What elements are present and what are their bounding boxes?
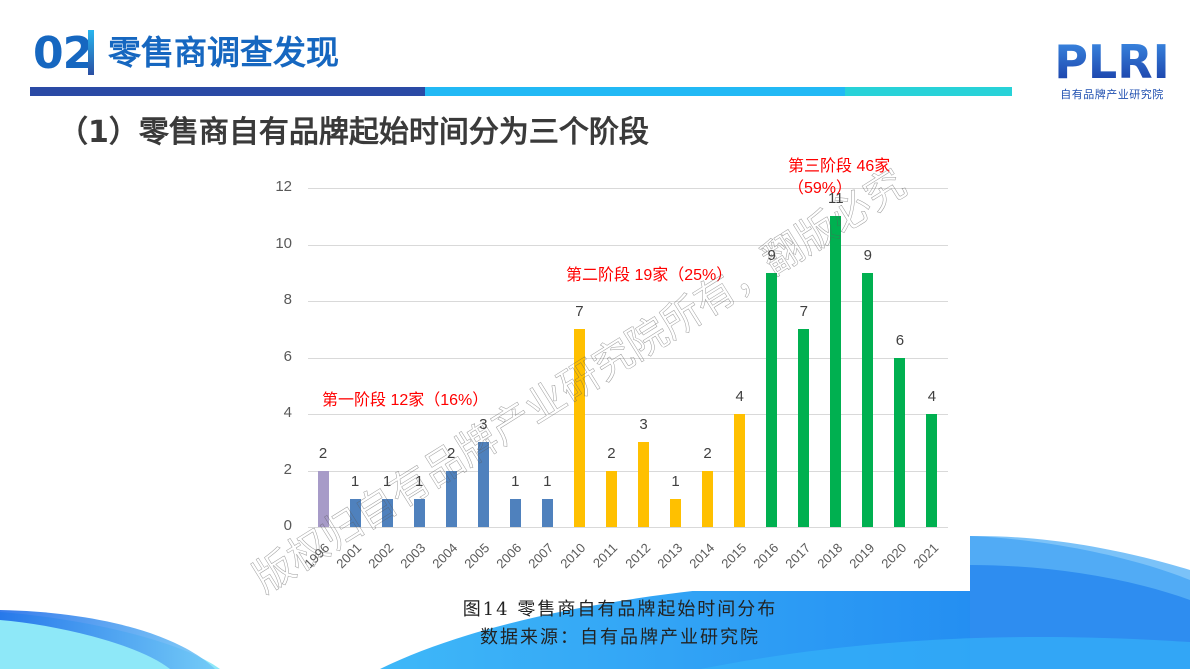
value-label: 1 xyxy=(414,472,424,490)
value-label: 7 xyxy=(575,303,584,321)
x-tick-label: 2003 xyxy=(397,540,429,572)
bar-2001 xyxy=(349,498,361,527)
value-label: 7 xyxy=(799,303,808,321)
bar-2003 xyxy=(413,498,425,527)
bar-2014 xyxy=(702,470,714,527)
bar-2019 xyxy=(862,272,874,527)
stage-annotation-1: 第一阶段 12家（16%） xyxy=(322,392,489,409)
value-label: 1 xyxy=(671,472,680,490)
x-tick-label: 2014 xyxy=(685,540,717,572)
bar-2004 xyxy=(445,470,457,527)
logo-subtitle: 自有品牌产业研究院 xyxy=(1060,89,1164,101)
stage-annotation-3: 第三阶段 46家（59%） xyxy=(788,158,891,197)
value-label: 11 xyxy=(828,190,844,208)
x-tick-label: 2020 xyxy=(878,540,910,572)
x-tick-label: 2004 xyxy=(429,540,461,572)
value-label: 9 xyxy=(863,246,873,264)
bar-2018 xyxy=(830,216,842,527)
value-label: 4 xyxy=(735,388,744,405)
logo-mark: PLRI xyxy=(1052,39,1172,85)
y-tick-label: 8 xyxy=(283,291,292,308)
value-label: 9 xyxy=(767,246,776,264)
value-label: 1 xyxy=(511,472,520,490)
bar-2015 xyxy=(734,414,746,527)
x-tick-label: 2018 xyxy=(814,540,846,572)
x-tick-label: 2019 xyxy=(846,540,878,572)
gridline xyxy=(308,301,948,302)
y-tick-label: 2 xyxy=(283,460,292,478)
value-label: 1 xyxy=(543,472,552,490)
section-number: 02 xyxy=(33,28,93,79)
x-tick-label: 2006 xyxy=(493,540,525,572)
bar-2017 xyxy=(798,329,810,527)
value-label: 2 xyxy=(607,444,616,462)
value-label: 3 xyxy=(639,416,648,434)
x-tick-label: 2015 xyxy=(717,540,749,572)
header-rule-segment xyxy=(30,87,425,96)
bar-2005 xyxy=(477,442,489,527)
figure-title: 图14 零售商自有品牌起始时间分布 xyxy=(462,599,778,620)
x-tick-label: 2011 xyxy=(590,540,621,571)
bar-2007 xyxy=(541,498,553,527)
x-tick-label: 2005 xyxy=(461,540,493,572)
y-tick-label: 0 xyxy=(283,517,292,534)
x-tick-label: 2017 xyxy=(781,540,814,572)
value-label: 6 xyxy=(895,331,905,349)
slide-subtitle: （1）零售商自有品牌起始时间分为三个阶段 xyxy=(58,115,649,150)
gridline xyxy=(308,414,948,415)
gridline xyxy=(308,470,948,472)
value-label: 1 xyxy=(350,472,360,490)
value-label: 2 xyxy=(703,444,712,462)
bar-2010 xyxy=(573,329,585,527)
data-source: 数据来源：自有品牌产业研究院 xyxy=(480,627,760,648)
x-tick-label: 2016 xyxy=(749,540,781,572)
gridline xyxy=(308,244,948,246)
gridline xyxy=(308,188,948,189)
y-tick-label: 6 xyxy=(283,347,292,365)
value-label: 4 xyxy=(927,388,937,405)
y-tick-label: 12 xyxy=(275,178,292,195)
bar-2016 xyxy=(766,272,778,527)
figure-caption: 图14 零售商自有品牌起始时间分布 数据来源：自有品牌产业研究院 xyxy=(400,596,840,652)
value-label: 2 xyxy=(318,444,328,462)
bar-2011 xyxy=(605,470,617,527)
bar-2021 xyxy=(926,414,938,527)
gridline xyxy=(308,527,948,528)
x-tick-label: 2021 xyxy=(910,540,942,572)
bar-2013 xyxy=(670,498,682,527)
x-tick-label: 1996 xyxy=(301,540,333,572)
bar-2020 xyxy=(894,357,906,527)
header-accent-bar xyxy=(88,30,94,75)
x-tick-label: 2001 xyxy=(333,540,365,572)
bar-1996 xyxy=(317,470,329,527)
section-title: 零售商调查发现 xyxy=(108,33,339,72)
bar-2006 xyxy=(509,498,521,527)
value-label: 2 xyxy=(447,444,456,462)
gridline xyxy=(308,357,948,359)
value-label: 3 xyxy=(479,416,488,434)
bar-2002 xyxy=(381,498,393,527)
header-rule-segment xyxy=(845,87,1012,96)
x-tick-label: 2007 xyxy=(525,540,557,572)
value-label: 1 xyxy=(382,472,392,490)
header-rule-segment xyxy=(425,87,845,96)
y-tick-label: 10 xyxy=(275,234,292,252)
x-tick-label: 2012 xyxy=(621,540,653,572)
bar-2012 xyxy=(638,442,649,527)
x-tick-label: 2013 xyxy=(653,540,685,572)
x-tick-label: 2002 xyxy=(365,540,397,572)
plri-logo: PLRI 自有品牌产业研究院 xyxy=(1052,39,1172,102)
stage-annotation-2: 第二阶段 19家（25%） xyxy=(566,267,733,284)
y-tick-label: 4 xyxy=(283,404,292,421)
x-tick-label: 2010 xyxy=(557,540,589,572)
chart-panel xyxy=(222,150,970,591)
